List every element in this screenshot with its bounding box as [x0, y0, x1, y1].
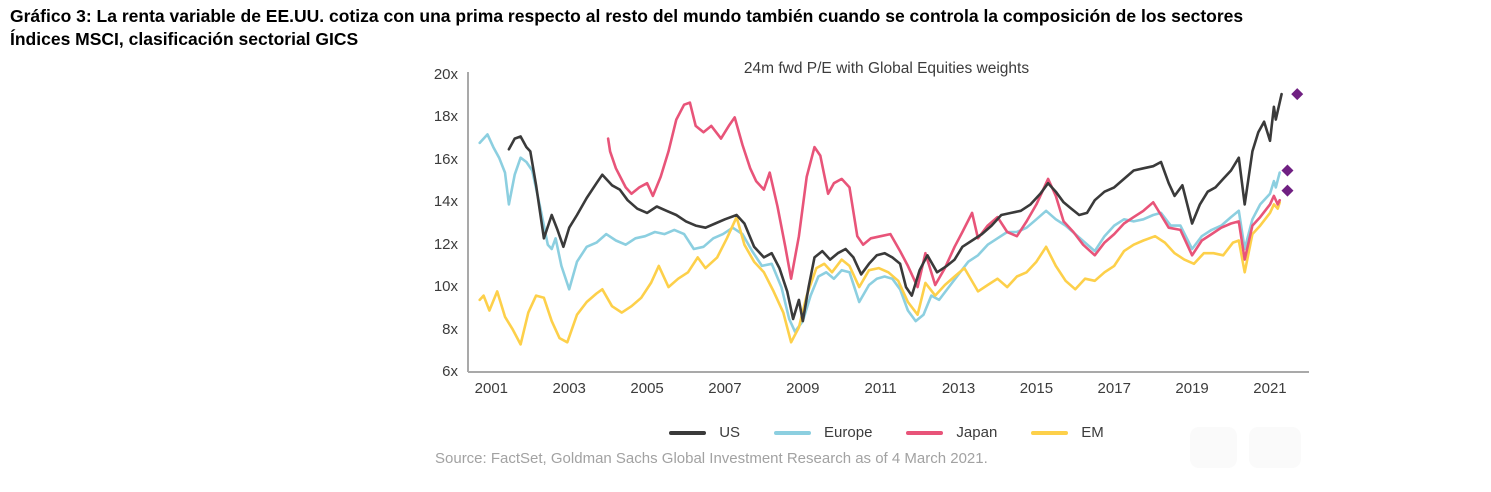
y-tick-label: 10x [433, 278, 458, 296]
figure-heading: Gráfico 3: La renta variable de EE.UU. c… [10, 5, 1243, 50]
y-tick-label: 14x [433, 193, 458, 211]
source-note: Source: FactSet, Goldman Sachs Global In… [435, 450, 988, 467]
legend-item-em: EM [1031, 424, 1104, 441]
x-tick-label: 2005 [630, 380, 664, 397]
end-marker-japan [1281, 184, 1294, 197]
legend-swatch-us [669, 430, 707, 435]
plot-svg [467, 72, 1309, 373]
legend-item-europe: Europe [774, 424, 872, 441]
end-marker-us [1291, 88, 1304, 101]
end-marker-europe [1281, 164, 1294, 177]
legend-label: Japan [956, 424, 998, 441]
x-tick-label: 2007 [708, 380, 742, 397]
series-line-europe [478, 133, 1282, 334]
y-tick-label: 12x [433, 235, 458, 253]
y-tick-label: 16x [433, 150, 458, 168]
legend-swatch-em [1031, 430, 1069, 435]
x-tick-label: 2003 [552, 380, 586, 397]
series-line-us [507, 92, 1283, 323]
legend-item-us: US [669, 424, 740, 441]
legend-label: Europe [824, 424, 873, 441]
pe-line-chart: 24m fwd P/E with Global Equities weights… [420, 58, 1440, 441]
legend-swatch-japan [906, 430, 944, 435]
x-tick-label: 2009 [786, 380, 820, 397]
y-tick-label: 20x [433, 66, 458, 83]
x-tick-label: 2001 [474, 380, 509, 397]
x-tick-label: 2011 [864, 380, 897, 397]
series-line-em [478, 201, 1282, 346]
x-tick-label: 2021 [1253, 380, 1287, 397]
watermark-button-right [1249, 427, 1301, 468]
y-tick-label: 6x [442, 363, 458, 380]
chart-title: 24m fwd P/E with Global Equities weights [743, 60, 1030, 77]
legend-label: US [719, 424, 741, 441]
y-tick-label: 18x [433, 108, 458, 126]
legend-label: EM [1081, 424, 1104, 441]
figure-title: Gráfico 3: La renta variable de EE.UU. c… [10, 6, 1244, 26]
x-tick-label: 2017 [1097, 380, 1131, 397]
x-tick-label: 2019 [1175, 380, 1209, 397]
chart-legend: US Europe Japan EM [468, 424, 1305, 441]
watermark-button-left [1190, 427, 1237, 468]
y-tick-label: 8x [442, 320, 458, 338]
legend-item-japan: Japan [906, 424, 997, 441]
x-tick-label: 2015 [1019, 380, 1054, 397]
x-tick-label: 2013 [941, 380, 976, 397]
series-line-japan [606, 101, 1282, 289]
figure-subtitle: Índices MSCI, clasificación sectorial GI… [10, 28, 359, 49]
legend-swatch-europe [774, 430, 812, 435]
